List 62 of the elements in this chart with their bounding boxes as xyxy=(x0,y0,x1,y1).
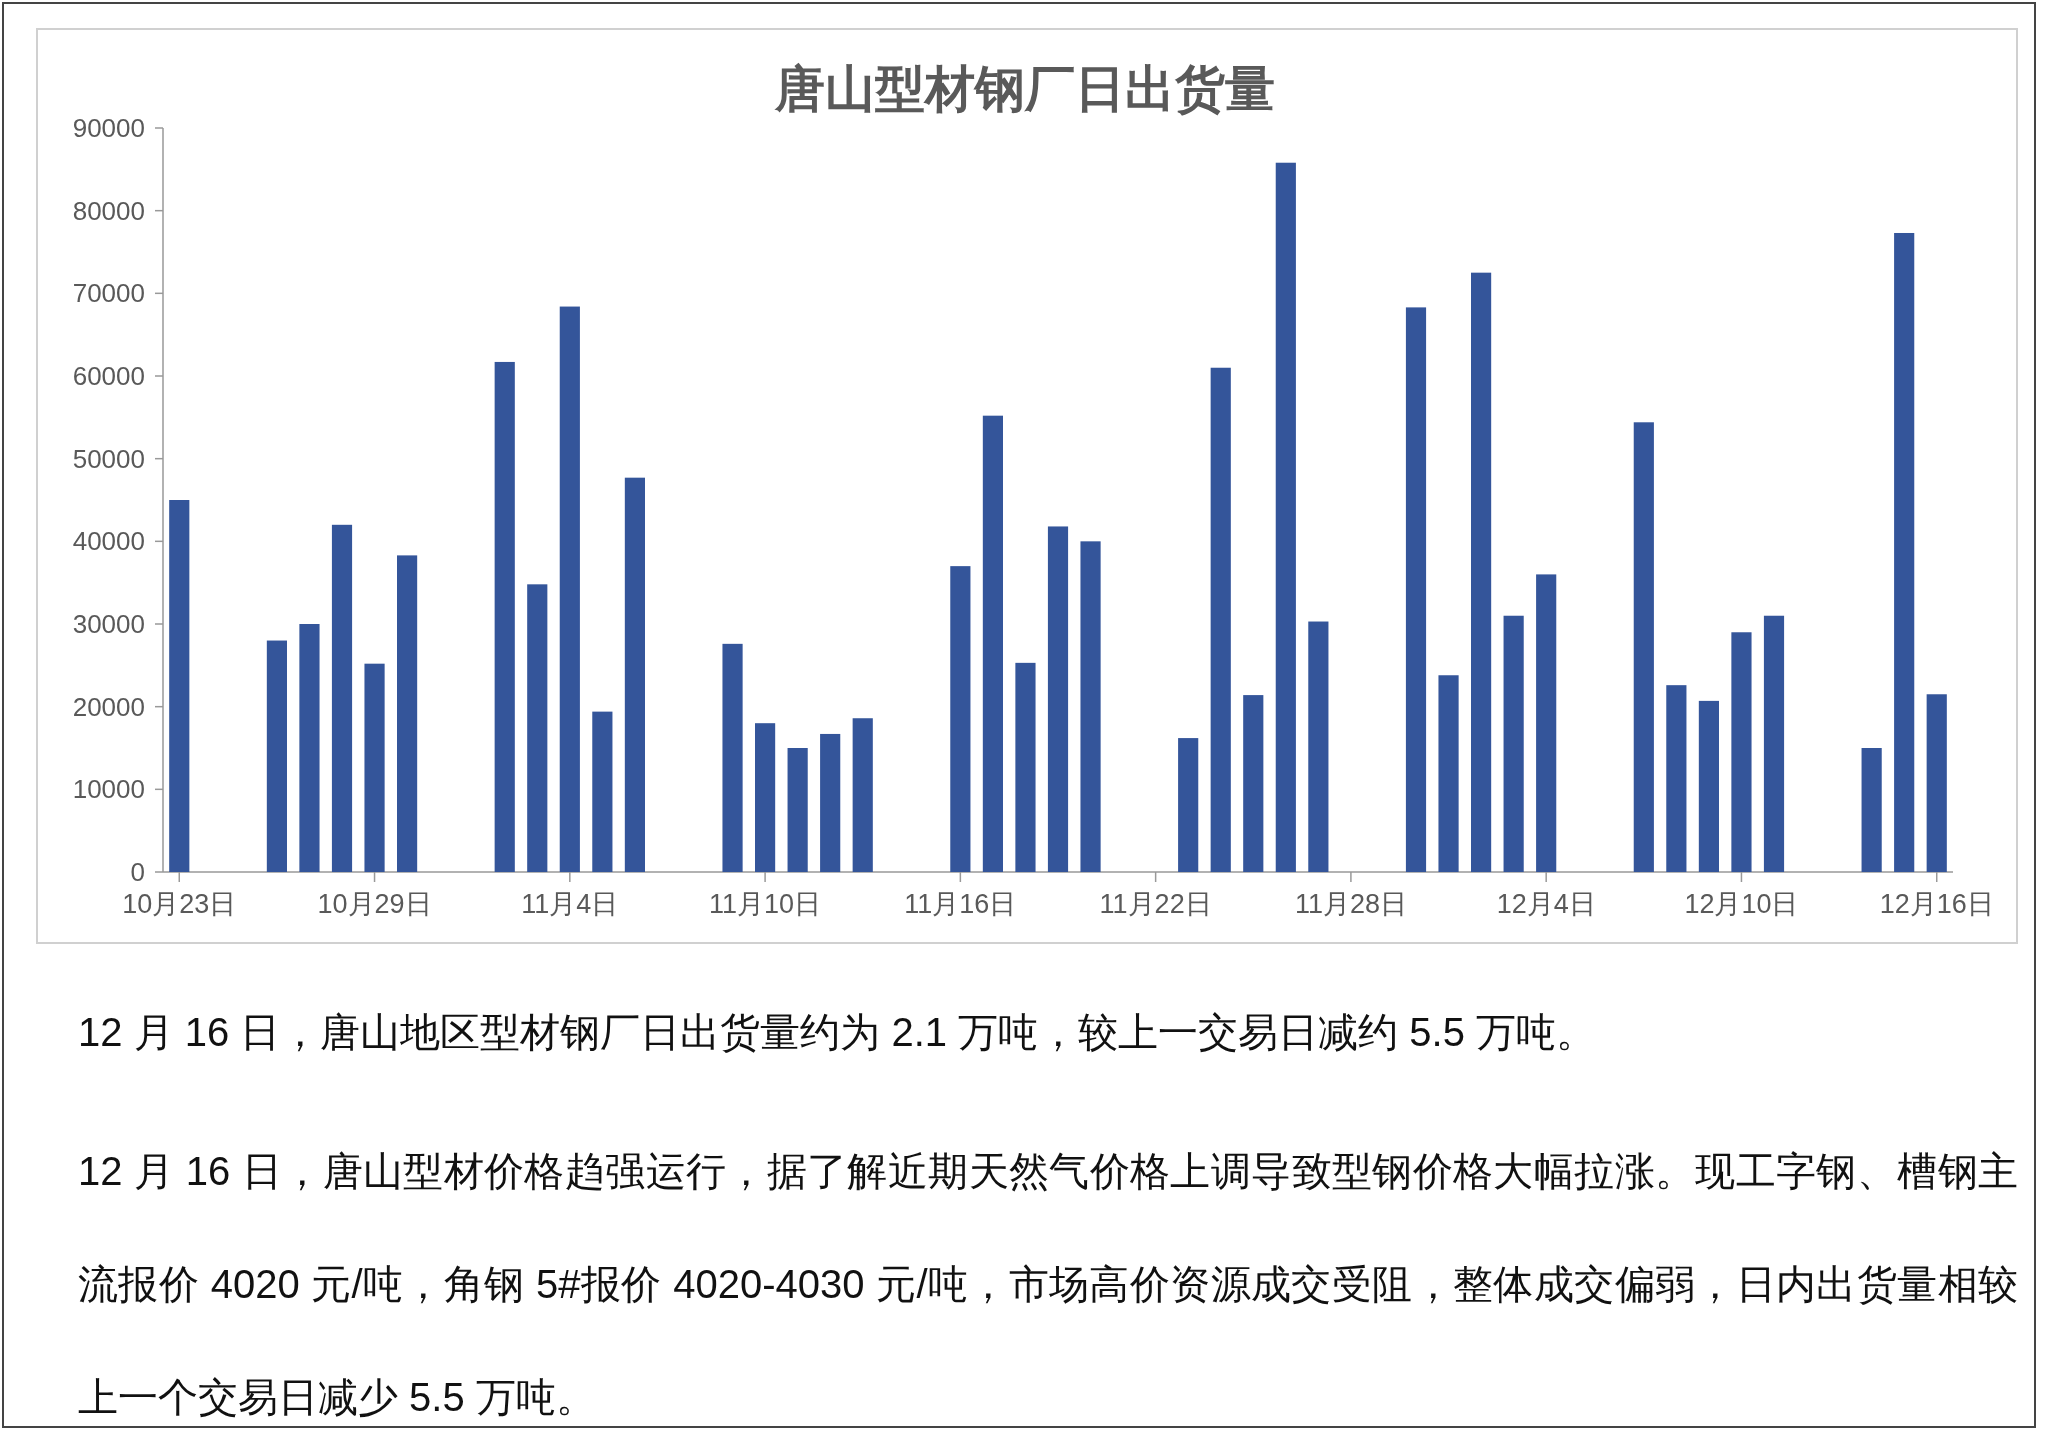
bar xyxy=(1047,526,1069,872)
bar xyxy=(787,748,808,872)
bar xyxy=(299,624,320,872)
y-tick-label: 80000 xyxy=(72,195,145,226)
bar xyxy=(820,733,841,872)
x-tick-label: 11月10日 xyxy=(709,889,822,919)
y-tick-label: 90000 xyxy=(72,113,145,143)
bar xyxy=(1861,748,1882,872)
bar xyxy=(722,643,743,872)
y-tick-label: 0 xyxy=(130,857,145,887)
y-tick-label: 10000 xyxy=(72,774,145,805)
bar xyxy=(1894,232,1915,872)
x-tick-label: 10月29日 xyxy=(317,889,432,919)
bar xyxy=(1536,574,1557,872)
bar xyxy=(592,711,613,872)
bar xyxy=(1275,162,1296,872)
bar xyxy=(624,477,645,872)
y-tick-label: 70000 xyxy=(72,278,145,309)
x-tick-label: 11月4日 xyxy=(521,889,619,919)
bar xyxy=(982,415,1003,872)
text: 12 月 16 日，唐山型材价格趋强运行，据了解近期天然气价格上调导致型钢价格大幅拉涨。现工字钢、槽钢主流报价 4020 元/吨，角钢 5#报价 4020-4030 元/吨，市场高价资源成交受阻，整体成交偏弱，日内出货量相较上一个交易日减少 5.5 万吨。 xyxy=(78,1149,2018,1419)
bar xyxy=(1666,685,1687,872)
bar xyxy=(1926,694,1947,872)
bar xyxy=(1698,700,1719,872)
bar xyxy=(1405,307,1427,872)
text: 12 月 16 日，唐山地区型材钢厂日出货量约为 2.1 万吨，较上一交易日减约 5.5 万吨。 xyxy=(78,1009,1597,1056)
x-tick-label: 12月4日 xyxy=(1496,889,1596,919)
x-tick-label: 11月22日 xyxy=(1099,889,1212,919)
bar xyxy=(559,306,580,872)
x-tick-label: 12月10日 xyxy=(1684,889,1799,919)
bar xyxy=(1178,738,1199,872)
bar xyxy=(1633,422,1654,872)
bar xyxy=(397,555,418,872)
y-tick-label: 40000 xyxy=(72,526,145,557)
bar xyxy=(852,718,873,872)
bar xyxy=(169,500,190,872)
bar xyxy=(1308,621,1329,872)
bar xyxy=(1210,367,1231,872)
y-tick-label: 60000 xyxy=(72,361,145,391)
y-tick-label: 50000 xyxy=(72,443,145,474)
bar xyxy=(1503,615,1524,872)
bar xyxy=(950,566,971,872)
bar xyxy=(1438,675,1459,872)
x-tick-label: 11月28日 xyxy=(1294,889,1407,919)
bar xyxy=(1243,695,1264,872)
y-tick-label: 20000 xyxy=(72,691,145,722)
bar xyxy=(364,663,385,872)
bar xyxy=(1471,272,1492,872)
bar xyxy=(1080,541,1101,872)
bar xyxy=(331,524,353,872)
chart-title: 唐山型材钢厂日出货量 xyxy=(774,61,1275,117)
bar xyxy=(494,361,515,872)
bar xyxy=(527,584,548,872)
bar xyxy=(266,640,287,872)
x-tick-label: 10月23日 xyxy=(122,889,237,919)
bar xyxy=(755,723,776,872)
y-tick-label: 30000 xyxy=(72,609,145,639)
x-tick-label: 12月16日 xyxy=(1879,889,1994,919)
x-tick-label: 11月16日 xyxy=(904,889,1017,919)
bar xyxy=(1015,662,1036,872)
bar xyxy=(1731,632,1752,872)
bar xyxy=(1763,615,1785,872)
